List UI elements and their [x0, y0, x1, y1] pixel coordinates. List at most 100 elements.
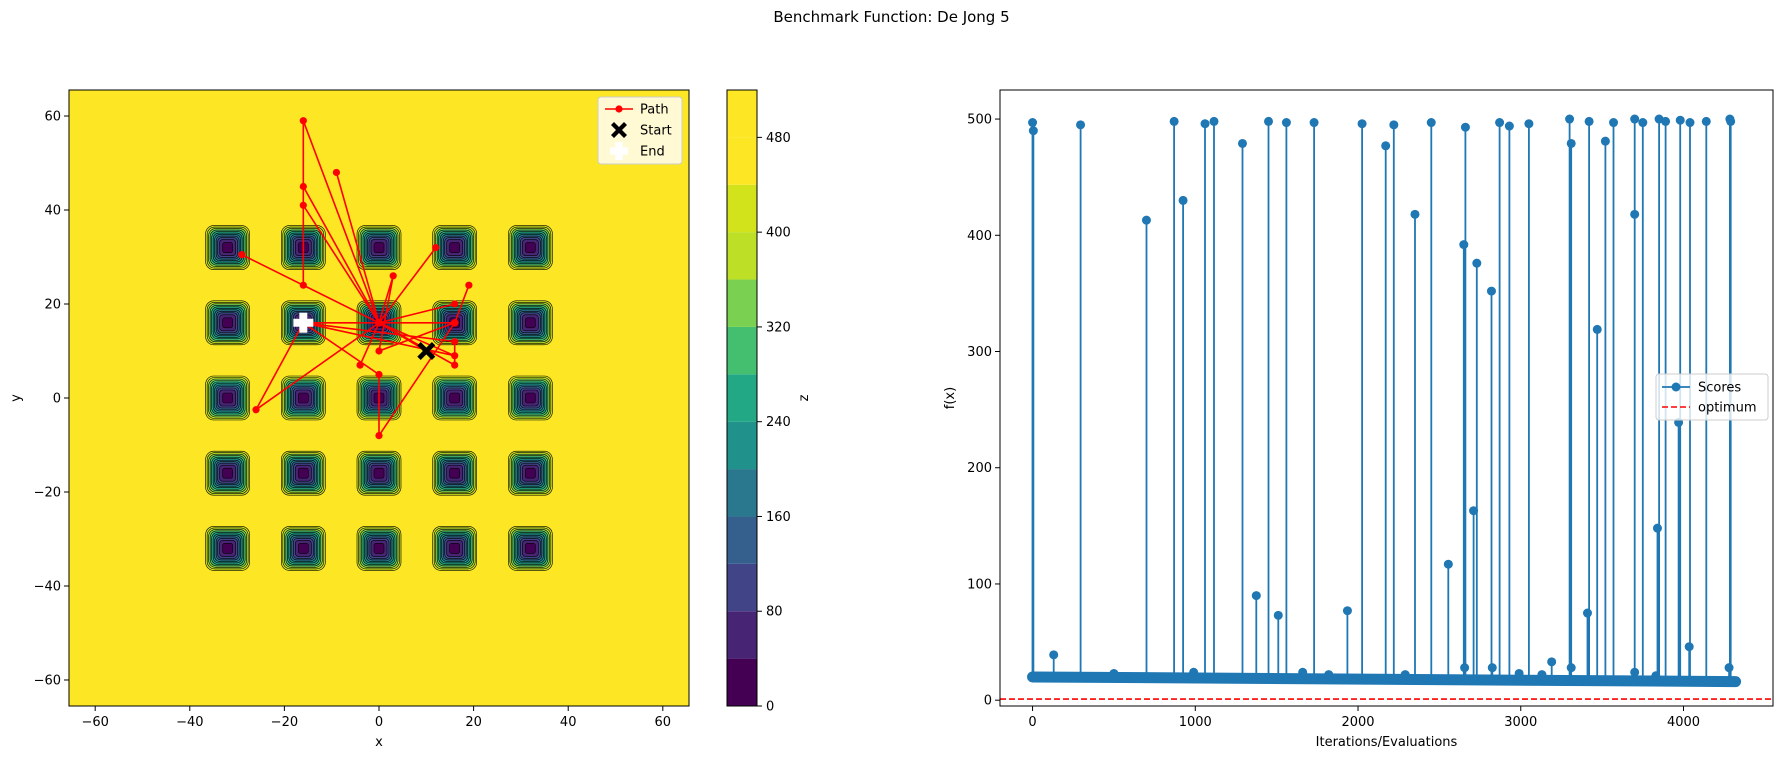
path-point	[375, 319, 383, 327]
y-tick-label: −20	[34, 485, 61, 500]
path-point	[451, 319, 459, 327]
score-point	[1410, 209, 1420, 219]
score-point	[1524, 119, 1534, 129]
score-plot: 0 1000 2000 3000 4000 0 100 200 300 400 500 Iterati…	[943, 89, 1774, 750]
y-tick-label: −60	[34, 673, 61, 688]
y-axis-label: y	[9, 394, 24, 402]
foxhole-ring	[525, 543, 536, 554]
foxhole-ring	[449, 467, 460, 479]
colorbar-band	[727, 90, 757, 138]
foxhole-ring	[449, 543, 460, 554]
colorbar-frame	[726, 89, 758, 707]
path-point	[432, 244, 440, 252]
x-tick-label: −20	[271, 715, 298, 730]
score-point	[1486, 286, 1496, 296]
score-point	[1724, 663, 1734, 673]
score-point	[1109, 668, 1119, 678]
legend-label: Path	[640, 103, 669, 118]
path-point	[375, 431, 383, 440]
colorbar: 0 80 160 240 320 400 480 z	[726, 89, 812, 715]
start-marker	[417, 342, 436, 360]
score-point	[1298, 667, 1308, 677]
x-axis-label: Iterations/Evaluations	[1316, 735, 1458, 750]
score-point	[1592, 324, 1602, 334]
score-point	[1547, 657, 1557, 667]
x-tick-label: 0	[1028, 715, 1036, 730]
score-point	[1495, 118, 1505, 128]
path-point	[389, 272, 397, 280]
score-point	[1514, 668, 1524, 678]
score-point	[1251, 591, 1261, 601]
score-point	[1028, 118, 1038, 128]
score-point	[1609, 118, 1619, 128]
score-point	[1584, 116, 1594, 126]
foxhole-ring	[449, 242, 460, 253]
foxhole-ring	[525, 467, 536, 479]
foxhole-ring	[373, 242, 385, 253]
foxhole-ring	[222, 543, 233, 554]
y-tick-label: 60	[44, 110, 61, 125]
foxhole-ring	[525, 317, 536, 329]
contour-plot: −60 −40 −20 0 20 40 60 −60 −40 −20 0 20 40 60 x y Path St…	[9, 89, 690, 750]
y-tick-label: 40	[44, 204, 61, 219]
figure-title: Benchmark Function: De Jong 5	[773, 8, 1010, 26]
score-point	[1661, 116, 1671, 126]
score-point	[1309, 118, 1319, 128]
y-tick-label: 400	[967, 229, 992, 244]
colorbar-band	[727, 611, 757, 659]
y-tick-label: 0	[984, 694, 992, 709]
colorbar-band	[727, 232, 757, 280]
score-point	[1472, 258, 1482, 268]
path-point	[465, 281, 473, 289]
y-tick-label: 0	[53, 392, 61, 407]
colorbar-band	[727, 137, 757, 185]
colorbar-band	[727, 326, 757, 375]
score-point	[1600, 136, 1610, 146]
score-point	[1652, 523, 1662, 533]
colorbar-band	[727, 563, 757, 612]
path-point	[356, 361, 364, 369]
path-point	[451, 352, 459, 360]
path-point	[451, 300, 459, 308]
y-tick-label: 20	[44, 298, 61, 313]
score-point	[1675, 115, 1685, 125]
foxhole-ring	[222, 242, 233, 253]
x-tick-label: 2000	[1341, 715, 1374, 730]
score-point	[1400, 670, 1410, 680]
score-point	[1200, 119, 1210, 129]
score-point	[1076, 120, 1086, 130]
score-point	[1357, 119, 1367, 129]
foxhole-ring	[298, 543, 309, 554]
score-point	[1504, 121, 1514, 131]
colorbar-band	[727, 374, 757, 422]
score-point	[1685, 118, 1695, 128]
score-point	[1389, 120, 1399, 130]
score-point	[1049, 650, 1059, 660]
foxhole-ring	[222, 317, 233, 329]
colorbar-band	[727, 421, 757, 470]
score-point	[1209, 116, 1219, 126]
y-tick-label: −40	[34, 579, 61, 594]
colorbar-tick-label: 320	[766, 320, 791, 335]
colorbar-band	[727, 516, 757, 564]
path-point	[299, 281, 307, 289]
x-tick-label: 0	[375, 715, 383, 730]
path-line	[241, 120, 470, 439]
legend-label: optimum	[1698, 401, 1756, 416]
x-tick-label: 1000	[1179, 715, 1212, 730]
score-point	[1264, 116, 1274, 126]
legend-box	[1655, 373, 1769, 421]
foxhole-ring	[222, 392, 233, 404]
score-point	[1178, 195, 1188, 205]
score-point	[1487, 663, 1497, 673]
score-point	[1443, 559, 1453, 569]
colorbar-label: z	[797, 394, 812, 401]
path-point	[332, 168, 341, 177]
score-point	[1281, 118, 1291, 128]
foxhole-ring	[298, 392, 309, 404]
colorbar-tick-label: 400	[766, 226, 791, 241]
score-point	[1630, 667, 1640, 677]
colorbar-tick-label: 80	[766, 605, 783, 620]
plot-frame	[999, 89, 1774, 707]
